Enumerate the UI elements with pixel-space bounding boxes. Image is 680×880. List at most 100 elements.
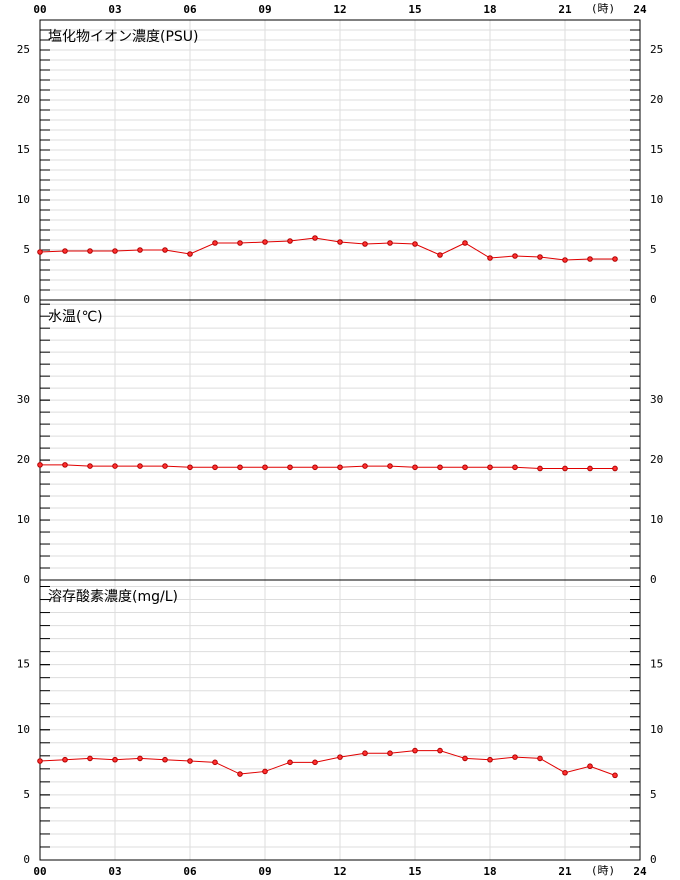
data-point	[362, 750, 368, 757]
data-point	[387, 463, 393, 469]
y-tick-label: 25	[17, 43, 30, 56]
data-point	[137, 247, 143, 253]
data-point	[462, 240, 468, 246]
y-tick-label: 30	[17, 393, 30, 406]
data-point	[262, 768, 268, 775]
x-tick-label: 18	[483, 3, 496, 16]
y-tick-label: 10	[17, 193, 30, 206]
y-tick-label: 0	[650, 293, 657, 306]
data-point	[612, 772, 618, 779]
data-point	[512, 754, 518, 760]
y-tick-label: 10	[17, 513, 30, 526]
data-point	[562, 257, 568, 263]
data-point	[287, 238, 293, 244]
x-tick-label: 09	[258, 3, 271, 16]
y-tick-label: 0	[650, 853, 657, 866]
x-tick-label: 12	[333, 3, 346, 16]
data-point	[262, 239, 268, 245]
y-tick-label: 0	[23, 853, 30, 866]
data-point	[237, 771, 243, 777]
data-point	[62, 756, 68, 763]
y-tick-label: 10	[17, 723, 30, 736]
data-point	[612, 465, 618, 472]
data-point	[137, 755, 143, 762]
data-point	[287, 759, 293, 766]
data-point	[162, 247, 168, 253]
data-point	[362, 463, 368, 469]
data-point	[537, 254, 543, 260]
data-point	[512, 464, 518, 471]
data-point	[362, 241, 368, 247]
x-tick-label: 03	[108, 865, 121, 878]
data-point	[162, 463, 168, 469]
data-point	[37, 462, 43, 468]
data-point	[237, 464, 243, 471]
data-point	[487, 464, 493, 471]
y-tick-label: 0	[23, 573, 30, 586]
data-point	[587, 465, 593, 472]
y-tick-label: 20	[17, 453, 30, 466]
data-point	[412, 241, 418, 247]
data-point	[587, 763, 593, 770]
data-point	[562, 769, 568, 776]
data-point	[287, 464, 293, 471]
data-point	[437, 464, 443, 471]
data-point	[62, 248, 68, 254]
x-tick-label: 03	[108, 3, 121, 16]
data-point	[387, 240, 393, 246]
y-tick-label: 15	[17, 143, 30, 156]
x-axis-label: (時)	[591, 864, 615, 877]
chart-title: 水温(℃)	[48, 309, 103, 325]
data-point	[187, 464, 193, 471]
data-point	[412, 464, 418, 471]
y-tick-label: 25	[650, 43, 663, 56]
data-point	[337, 754, 343, 760]
series-line	[40, 464, 615, 469]
chart-title: 塩化物イオン濃度(PSU)	[48, 29, 199, 45]
x-tick-label: 24	[633, 865, 647, 878]
data-point	[487, 756, 493, 763]
series-line	[39, 750, 616, 776]
x-tick-label: 00	[33, 3, 46, 16]
x-tick-label: 00	[33, 865, 46, 878]
data-point	[562, 465, 568, 472]
data-point	[437, 747, 443, 754]
y-tick-label: 0	[650, 573, 657, 586]
data-point	[537, 465, 543, 472]
plot-frame	[39, 579, 641, 861]
data-point	[212, 240, 218, 246]
data-point	[512, 253, 518, 259]
data-point	[112, 248, 118, 254]
data-point	[312, 759, 318, 766]
x-tick-label: 21	[558, 3, 572, 16]
data-point	[187, 251, 193, 257]
data-point	[337, 464, 343, 471]
y-tick-label: 5	[650, 243, 657, 256]
data-point	[437, 252, 443, 258]
data-point	[37, 249, 43, 255]
x-tick-label: 15	[408, 865, 421, 878]
y-tick-label: 15	[17, 658, 30, 671]
y-tick-label: 15	[650, 658, 663, 671]
data-point	[62, 462, 68, 468]
y-tick-label: 20	[650, 453, 663, 466]
y-tick-label: 5	[650, 788, 657, 801]
x-axis-label: (時)	[591, 2, 615, 15]
data-point	[412, 747, 418, 754]
x-tick-label: 09	[258, 865, 271, 878]
x-tick-label: 24	[633, 3, 647, 16]
data-point	[87, 248, 93, 254]
y-tick-label: 20	[650, 93, 663, 106]
data-point	[262, 464, 268, 471]
data-point	[312, 235, 318, 241]
series-line	[39, 237, 615, 261]
y-tick-label: 5	[23, 243, 30, 256]
x-tick-label: 15	[408, 3, 421, 16]
x-tick-label: 06	[183, 3, 197, 16]
data-point	[387, 750, 393, 757]
y-tick-label: 15	[650, 143, 663, 156]
data-point	[612, 256, 618, 262]
data-point	[162, 756, 168, 763]
data-point	[112, 463, 118, 469]
data-point	[212, 464, 218, 471]
